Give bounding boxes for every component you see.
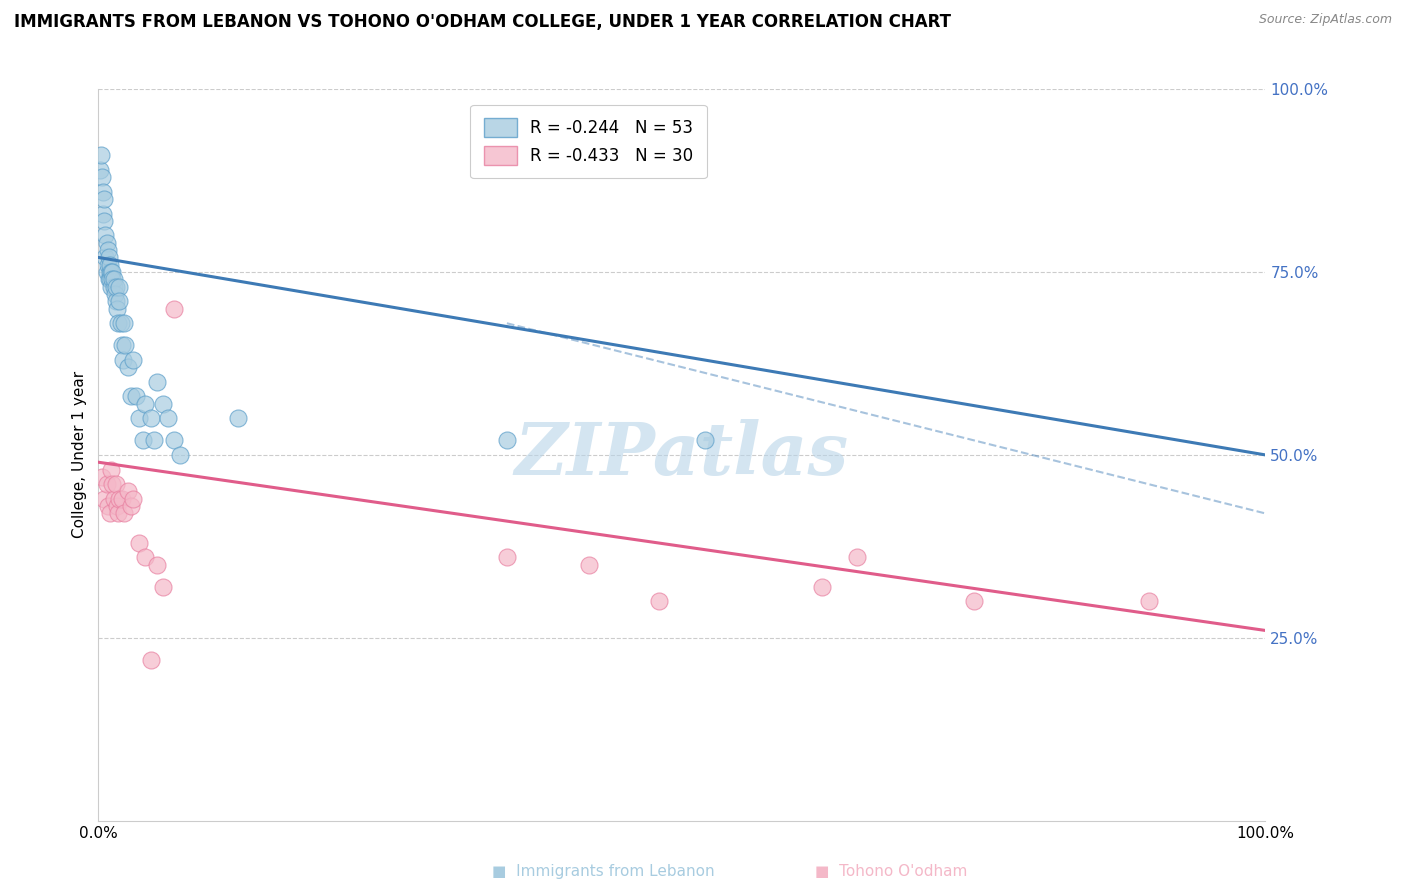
Point — [93, 214, 115, 228]
Point — [146, 375, 169, 389]
Point — [157, 411, 180, 425]
Point — [139, 411, 162, 425]
Point — [98, 265, 121, 279]
Text: ■  Immigrants from Lebanon: ■ Immigrants from Lebanon — [492, 864, 714, 879]
Point — [134, 397, 156, 411]
Point — [91, 185, 114, 199]
Point — [111, 338, 134, 352]
Point — [93, 491, 115, 506]
Point — [811, 580, 834, 594]
Point — [122, 352, 145, 367]
Point — [91, 206, 114, 220]
Point — [103, 491, 125, 506]
Point — [647, 594, 669, 608]
Point — [117, 484, 139, 499]
Point — [117, 360, 139, 375]
Point — [132, 434, 155, 448]
Point — [846, 550, 869, 565]
Point — [104, 279, 127, 293]
Point — [103, 279, 125, 293]
Point — [97, 251, 120, 265]
Point — [104, 477, 127, 491]
Point — [962, 594, 984, 608]
Point — [90, 148, 112, 162]
Point — [1137, 594, 1160, 608]
Point — [101, 272, 124, 286]
Point — [105, 499, 128, 513]
Point — [114, 338, 136, 352]
Point — [112, 507, 135, 521]
Point — [96, 477, 118, 491]
Point — [104, 287, 127, 301]
Point — [111, 491, 134, 506]
Point — [105, 301, 128, 316]
Point — [107, 507, 129, 521]
Point — [94, 251, 117, 265]
Point — [94, 228, 117, 243]
Point — [96, 265, 118, 279]
Point — [139, 653, 162, 667]
Point — [90, 169, 112, 184]
Point — [93, 192, 115, 206]
Point — [152, 397, 174, 411]
Point — [108, 279, 131, 293]
Point — [89, 162, 111, 177]
Point — [108, 491, 131, 506]
Point — [146, 558, 169, 572]
Point — [100, 279, 122, 293]
Point — [143, 434, 166, 448]
Point — [98, 258, 121, 272]
Point — [128, 411, 150, 425]
Point — [120, 499, 142, 513]
Point — [120, 389, 142, 403]
Point — [495, 434, 517, 448]
Point — [98, 507, 121, 521]
Point — [228, 411, 250, 425]
Point — [98, 272, 121, 286]
Point — [163, 301, 186, 316]
Point — [97, 272, 120, 286]
Point — [96, 235, 118, 250]
Point — [122, 491, 145, 506]
Point — [112, 316, 135, 330]
Y-axis label: College, Under 1 year: College, Under 1 year — [72, 371, 87, 539]
Point — [103, 272, 125, 286]
Point — [107, 316, 129, 330]
Point — [128, 535, 150, 549]
Point — [97, 258, 120, 272]
Text: ZIPatlas: ZIPatlas — [515, 419, 849, 491]
Point — [90, 470, 112, 484]
Point — [163, 434, 186, 448]
Text: ■  Tohono O'odham: ■ Tohono O'odham — [815, 864, 967, 879]
Point — [169, 448, 191, 462]
Point — [108, 294, 131, 309]
Point — [578, 558, 600, 572]
Point — [101, 265, 124, 279]
Point — [111, 352, 134, 367]
Point — [110, 316, 132, 330]
Point — [104, 294, 127, 309]
Text: IMMIGRANTS FROM LEBANON VS TOHONO O'ODHAM COLLEGE, UNDER 1 YEAR CORRELATION CHAR: IMMIGRANTS FROM LEBANON VS TOHONO O'ODHA… — [14, 13, 950, 31]
Text: Source: ZipAtlas.com: Source: ZipAtlas.com — [1258, 13, 1392, 27]
Point — [97, 499, 120, 513]
Point — [695, 434, 717, 448]
Point — [100, 265, 122, 279]
Point — [100, 462, 122, 476]
Legend: R = -0.244   N = 53, R = -0.433   N = 30: R = -0.244 N = 53, R = -0.433 N = 30 — [471, 105, 707, 178]
Point — [134, 550, 156, 565]
Point — [152, 580, 174, 594]
Point — [125, 389, 148, 403]
Point — [101, 477, 124, 491]
Point — [97, 243, 120, 257]
Point — [495, 550, 517, 565]
